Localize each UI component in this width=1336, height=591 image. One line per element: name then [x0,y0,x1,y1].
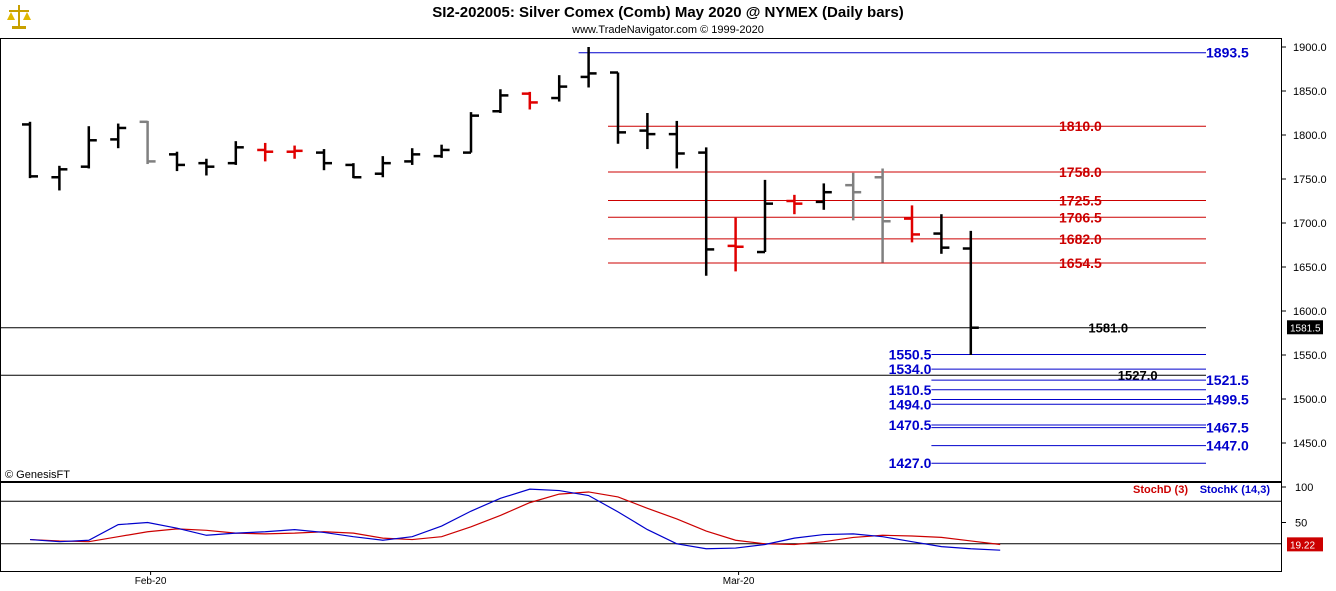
price-level-label: 1725.5 [1059,193,1102,209]
ohlc-bar [845,172,862,221]
logo [6,2,32,30]
price-tick-label: 1600.0 [1293,306,1327,318]
copyright-label: © GenesisFT [5,469,70,481]
ohlc-bar [551,75,568,102]
x-tick-label: Mar-20 [723,576,755,587]
chart-title: SI2-202005: Silver Comex (Comb) May 2020… [432,4,903,21]
price-level-label: 1494.0 [889,396,932,412]
price-tick-label: 1450.0 [1293,438,1327,450]
price-bars [22,47,979,355]
ohlc-bar [727,217,744,272]
legend-stochk: StochK (14,3) [1200,484,1271,496]
ohlc-bar [345,163,362,179]
stoch-axis: 100 50 [1,482,1313,545]
stoch-legend: StochD (3) StochK (14,3) [1133,484,1270,496]
price-level-label: 1499.5 [1206,391,1249,407]
price-level-label: 1510.5 [889,382,932,398]
ohlc-bar [904,205,920,243]
ohlc-bar [580,47,597,88]
price-level-label: 1581.0 [1088,321,1128,336]
price-level-label: 1467.5 [1206,420,1249,436]
last-price-marker: 1581.5 [1287,320,1323,335]
stoch-panel [0,482,1282,572]
price-tick-label: 1650.0 [1293,262,1327,274]
stoch-tick-label: 100 [1295,482,1313,494]
stoch-series-line [29,488,1001,551]
chart-subtitle: www.TradeNavigator.com © 1999-2020 [571,24,764,36]
ohlc-bar [51,165,68,191]
price-tick-label: 1850.0 [1293,86,1327,98]
price-level-label: 1521.5 [1206,372,1249,388]
price-level-label: 1427.0 [889,455,932,471]
ohlc-bar [110,123,127,149]
ohlc-bar [433,144,450,158]
price-level-label: 1893.5 [1206,45,1249,61]
ohlc-bar [139,120,156,165]
ohlc-bar [874,168,891,263]
ohlc-bar [815,183,832,210]
ohlc-bar [492,89,509,113]
stoch-last-box [1287,537,1323,552]
ohlc-bar [962,230,979,355]
price-level-label: 1706.5 [1059,209,1102,225]
price-axis: 1900.0 1850.0 1800.0 1750.0 1700.0 1650.0 1600… [1281,42,1327,450]
last-price-label: 1581.5 [1290,323,1321,334]
ohlc-bar [404,148,421,165]
price-level-label: 1447.0 [1206,438,1249,454]
price-tick-label: 1500.0 [1293,394,1327,406]
ohlc-bar [169,151,185,172]
stoch-tick-label: 50 [1295,518,1307,530]
ohlc-bar [80,126,97,169]
price-tick-label: 1750.0 [1293,174,1327,186]
ohlc-bar [463,112,479,154]
ohlc-bar [698,147,715,276]
ohlc-bar [639,113,656,150]
ohlc-bar [198,158,215,176]
ohlc-bar [257,142,274,162]
legend-stochd: StochD (3) [1133,484,1188,496]
ohlc-bar [933,214,950,254]
price-level-label: 1810.0 [1059,118,1102,134]
price-level-label: 1470.5 [889,417,932,433]
ohlc-bar [610,71,626,144]
price-tick-label: 1900.0 [1293,42,1327,54]
price-level-label: 1654.5 [1059,255,1102,271]
last-price-box [1287,320,1323,335]
price-level-label: 1534.0 [889,361,932,377]
stoch-series-line [29,491,1001,546]
x-axis: Feb-20 Mar-20 [135,571,755,587]
price-level-label: 1550.5 [889,347,932,363]
ohlc-bar [668,120,685,169]
x-tick-label: Feb-20 [135,576,167,587]
price-level-label: 1527.0 [1118,368,1158,383]
ohlc-bar [286,145,303,159]
ohlc-bar [316,149,332,171]
ohlc-bar [22,121,38,179]
price-tick-label: 1550.0 [1293,350,1327,362]
price-panel [0,38,1282,482]
price-level-label: 1758.0 [1059,164,1102,180]
ohlc-bar [521,91,538,110]
ohlc-bar [374,156,391,178]
price-tick-label: 1700.0 [1293,218,1327,230]
ohlc-bar [757,179,773,254]
price-level-label: 1682.0 [1059,231,1102,247]
stoch-last-label: 19.22 [1290,540,1315,551]
ohlc-bar [227,141,244,165]
ohlc-bar [786,194,803,215]
stoch-lines: 19.22 [29,488,1323,552]
price-tick-label: 1800.0 [1293,130,1327,142]
gold-scales-icon [6,2,32,30]
